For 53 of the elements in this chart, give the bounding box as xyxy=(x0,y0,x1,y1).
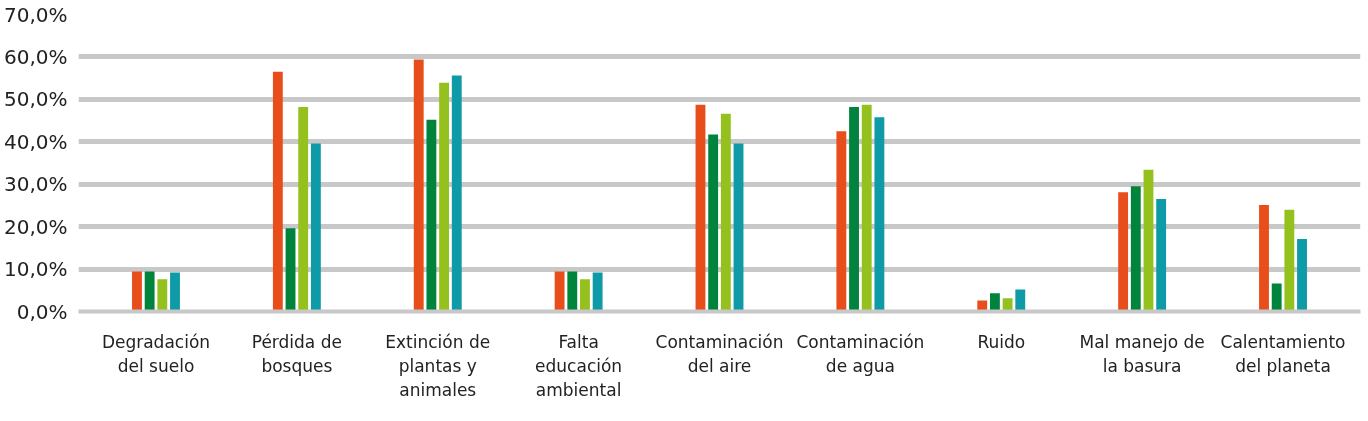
bar xyxy=(567,271,578,312)
x-tick-label: Degradación del suelo xyxy=(101,331,211,376)
bar xyxy=(1271,283,1282,312)
y-tick-label: 30,0% xyxy=(3,172,68,197)
x-tick-label: Extinción de plantas y animales xyxy=(385,331,491,400)
bar xyxy=(439,82,450,312)
bar xyxy=(1284,209,1295,312)
bar xyxy=(720,113,731,312)
y-tick-label: 10,0% xyxy=(3,257,68,282)
bar xyxy=(413,59,424,312)
bar xyxy=(836,131,847,312)
bar xyxy=(580,279,590,312)
x-tick-label: Falta educación ambiental xyxy=(535,331,623,400)
bar xyxy=(1297,238,1307,312)
bar xyxy=(554,271,565,312)
bar xyxy=(708,134,719,312)
bar xyxy=(170,272,180,312)
bar xyxy=(426,119,437,312)
bar xyxy=(1143,169,1154,312)
bar xyxy=(989,293,1000,312)
x-tick-label: Ruido xyxy=(977,331,1026,352)
y-tick-label: 70,0% xyxy=(3,2,68,27)
x-tick-label: Pérdida de bosques xyxy=(251,331,342,376)
x-tick-label: Contaminación del aire xyxy=(655,331,784,376)
bar xyxy=(861,104,872,312)
bar xyxy=(874,117,885,312)
bar xyxy=(1259,205,1269,312)
bar xyxy=(298,106,309,312)
x-tick-label: Calentamiento del planeta xyxy=(1220,331,1346,376)
bar xyxy=(132,271,142,312)
bar xyxy=(157,279,168,312)
y-tick-label: 40,0% xyxy=(3,129,68,154)
y-tick-label: 0,0% xyxy=(16,299,68,324)
bar xyxy=(1130,186,1141,312)
bar xyxy=(695,104,706,312)
bar xyxy=(1118,192,1129,312)
bar xyxy=(310,143,321,312)
bar xyxy=(733,143,744,312)
bar xyxy=(977,300,988,312)
y-tick-label: 50,0% xyxy=(3,87,68,112)
bar xyxy=(592,272,603,312)
x-tick-label: Mal manejo de la basura xyxy=(1079,331,1205,376)
bar xyxy=(144,271,155,312)
bar xyxy=(849,106,859,312)
y-tick-label: 20,0% xyxy=(3,214,68,239)
x-tick-label: Contaminación de agua xyxy=(796,331,925,376)
bar xyxy=(1002,298,1013,312)
bar xyxy=(272,71,283,312)
bar xyxy=(1156,199,1167,312)
bar xyxy=(451,75,462,312)
bar xyxy=(285,228,296,312)
bar xyxy=(1015,289,1026,312)
y-tick-label: 60,0% xyxy=(3,44,68,69)
